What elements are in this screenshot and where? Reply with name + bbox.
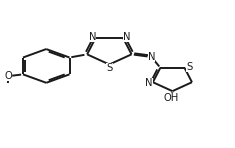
Text: N: N: [123, 32, 130, 42]
Text: S: S: [186, 62, 192, 72]
Text: O: O: [5, 71, 12, 81]
Text: S: S: [106, 63, 113, 73]
Text: OH: OH: [164, 93, 179, 103]
Text: N: N: [145, 78, 153, 87]
Text: N: N: [148, 52, 155, 62]
Text: N: N: [89, 32, 96, 42]
